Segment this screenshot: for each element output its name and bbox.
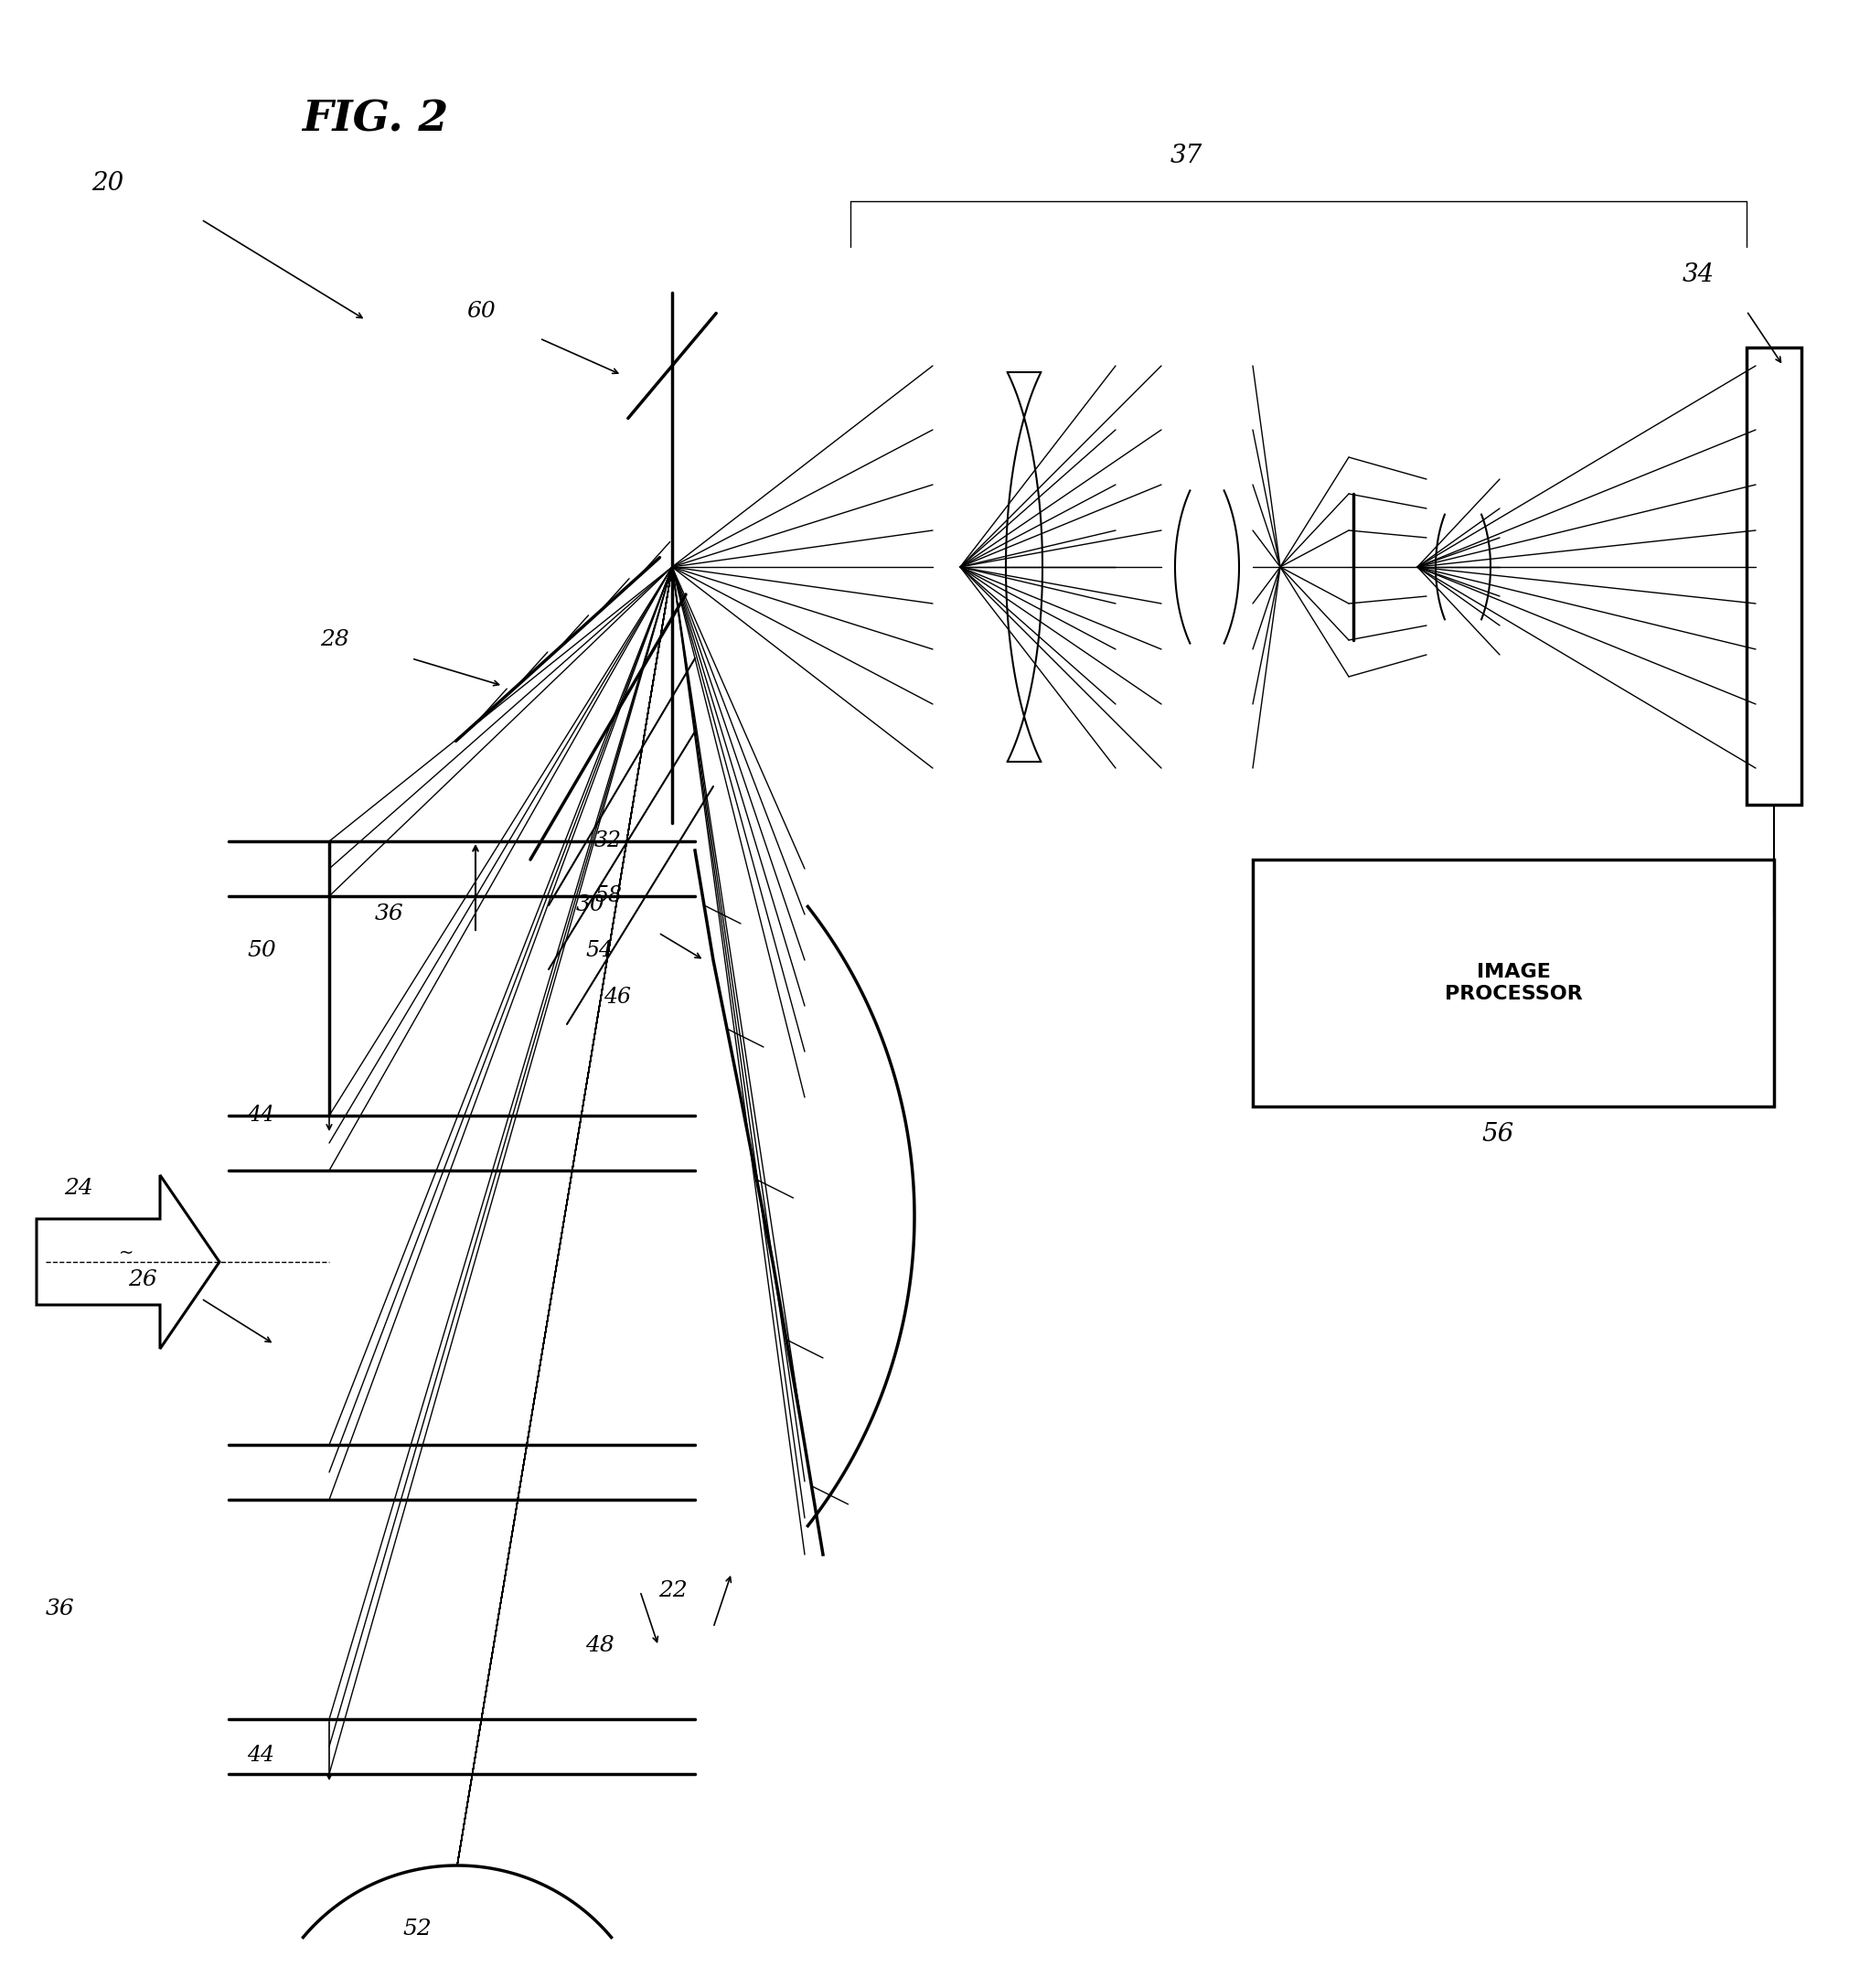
Text: 46: 46 [604,986,630,1008]
Text: IMAGE
PROCESSOR: IMAGE PROCESSOR [1444,962,1582,1004]
Text: 22: 22 [658,1580,688,1602]
Text: 50: 50 [247,940,277,962]
Text: 52: 52 [402,1918,432,1940]
Text: 36: 36 [374,905,404,924]
Text: ~: ~ [120,1244,135,1262]
Text: 34: 34 [1683,262,1715,286]
Text: 58: 58 [595,885,623,907]
Text: 32: 32 [595,831,623,851]
Text: 60: 60 [466,300,496,322]
Text: 37: 37 [1171,143,1202,167]
Text: 54: 54 [585,940,613,962]
Text: 44: 44 [247,1105,275,1125]
Text: 48: 48 [585,1636,613,1656]
Text: 20: 20 [92,171,123,195]
Text: 26: 26 [127,1270,157,1290]
Text: 44: 44 [247,1745,275,1765]
Text: FIG. 2: FIG. 2 [301,97,449,139]
Text: 56: 56 [1481,1121,1513,1147]
FancyBboxPatch shape [1253,859,1775,1107]
Text: 30: 30 [576,895,606,916]
Text: 24: 24 [64,1179,94,1199]
Text: 36: 36 [45,1598,75,1620]
Text: 28: 28 [320,630,350,650]
